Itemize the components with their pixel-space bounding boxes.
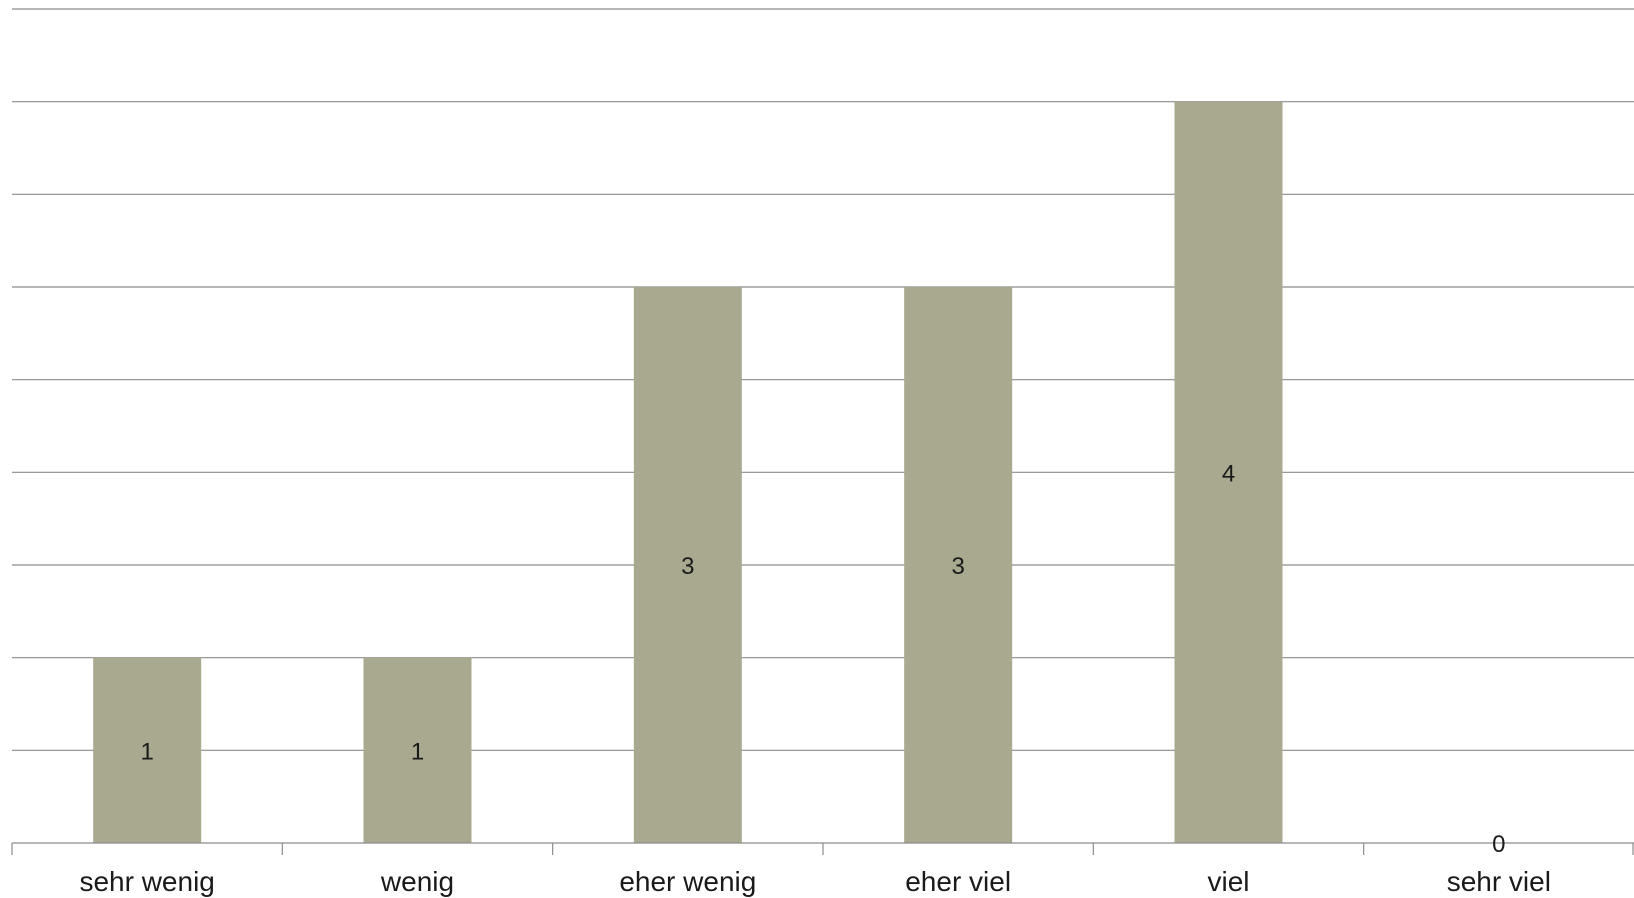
bars [93, 101, 1283, 843]
x-tick-label: eher wenig [619, 866, 756, 897]
bar-eher-wenig [633, 287, 742, 843]
gridlines [12, 8, 1634, 751]
x-tick-label: eher viel [905, 866, 1011, 897]
x-tick-label: sehr viel [1447, 866, 1551, 897]
data-label: 3 [951, 553, 964, 580]
x-tick-label: sehr wenig [79, 866, 214, 897]
data-label: 1 [140, 738, 153, 765]
x-tick-label: wenig [380, 866, 454, 897]
bar-eher-viel [904, 287, 1013, 843]
data-labels: 1 1 3 3 4 0 [140, 460, 1505, 858]
bar-viel [1174, 101, 1283, 843]
bar-wenig [363, 657, 472, 843]
data-label: 0 [1492, 831, 1505, 858]
data-label: 3 [681, 553, 694, 580]
data-label: 1 [411, 738, 424, 765]
bar-sehr-wenig [93, 657, 202, 843]
x-tick-label: viel [1207, 866, 1249, 897]
data-label: 4 [1222, 460, 1235, 487]
x-axis: sehr wenig wenig eher wenig eher viel viel se… [11, 842, 1634, 897]
